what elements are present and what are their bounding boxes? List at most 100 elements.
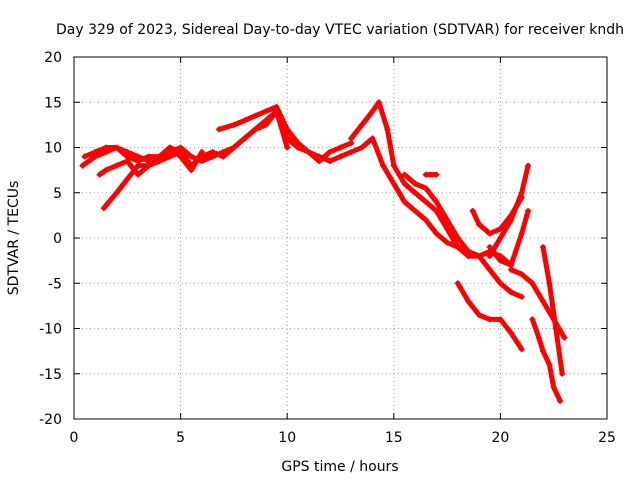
data-point [540, 244, 546, 251]
y-tick-label: -20 [39, 412, 62, 428]
series-track-5 [216, 103, 355, 165]
series [79, 99, 568, 404]
data-point [316, 158, 323, 165]
data-point [348, 135, 355, 142]
data-point [375, 99, 382, 106]
data-point [546, 361, 553, 368]
data-point [444, 225, 451, 232]
series-track-15 [540, 244, 566, 377]
series-track-4 [100, 144, 205, 212]
series-line [101, 145, 205, 211]
data-point [241, 117, 248, 124]
data-point [326, 158, 333, 165]
data-point [444, 216, 451, 223]
data-point [124, 158, 131, 165]
data-point [305, 149, 312, 155]
data-point [525, 162, 532, 169]
y-tick-label: 10 [44, 141, 62, 157]
data-point [262, 121, 269, 128]
data-point [390, 162, 397, 169]
data-point [433, 230, 440, 237]
data-point [469, 207, 476, 214]
data-point [103, 144, 109, 151]
data-point [476, 253, 483, 260]
data-point [135, 162, 141, 169]
data-point [358, 144, 365, 151]
data-point [486, 266, 493, 273]
data-point [241, 135, 248, 142]
data-point [230, 144, 237, 151]
data-point [384, 126, 391, 133]
data-point [525, 207, 532, 214]
series-line [529, 316, 563, 404]
data-point [252, 126, 259, 133]
data-point [81, 153, 88, 160]
data-point [401, 198, 408, 205]
data-point [124, 176, 131, 183]
data-point [454, 244, 461, 251]
data-point [284, 126, 291, 133]
data-point [529, 316, 536, 323]
data-point [390, 180, 397, 187]
data-point [113, 162, 120, 169]
data-point [100, 205, 107, 212]
data-point [422, 216, 429, 223]
y-tick-label: -15 [39, 367, 62, 383]
data-point [103, 167, 109, 174]
y-tick-label: 5 [53, 186, 62, 202]
data-point [465, 298, 472, 305]
data-point [326, 149, 333, 155]
data-point [113, 189, 120, 196]
y-axis-label: SDTVAR / TECUs [6, 181, 22, 296]
y-tick-label: -10 [39, 322, 62, 338]
data-point [454, 280, 461, 287]
data-point [518, 189, 525, 196]
data-point [497, 225, 504, 232]
x-tick-label: 5 [176, 430, 185, 446]
data-point [422, 171, 429, 178]
y-tick-label: 0 [53, 231, 62, 247]
data-point [497, 257, 504, 264]
data-point [216, 126, 222, 133]
data-point [188, 153, 195, 160]
series-track-14 [529, 316, 564, 404]
data-point [422, 198, 429, 205]
data-point [412, 189, 419, 196]
data-point [561, 334, 568, 341]
series-track-12 [454, 280, 525, 353]
data-point [546, 280, 553, 287]
data-point [401, 171, 408, 178]
x-tick-label: 25 [598, 430, 616, 446]
data-point [79, 162, 86, 169]
data-point [422, 185, 429, 192]
data-point [294, 140, 301, 146]
data-point [433, 171, 440, 178]
data-point [156, 158, 163, 165]
data-point [337, 144, 344, 151]
data-point [96, 171, 103, 178]
data-point [380, 162, 387, 169]
grid [74, 57, 607, 419]
data-point [529, 280, 536, 287]
data-point [412, 207, 419, 214]
data-point [508, 266, 515, 273]
data-point [518, 271, 525, 278]
data-point [113, 144, 120, 151]
data-point [497, 280, 504, 287]
series-line [348, 99, 514, 268]
data-point [508, 216, 515, 223]
plot-border [73, 56, 608, 420]
data-point [557, 397, 564, 404]
data-point [518, 230, 525, 237]
x-tick-label: 15 [385, 430, 403, 446]
data-point [177, 153, 184, 160]
data-point [540, 348, 546, 355]
data-point [284, 144, 291, 151]
data-point [166, 144, 173, 151]
data-point [518, 346, 525, 353]
data-point [454, 235, 461, 241]
data-point [220, 153, 227, 160]
data-point [401, 180, 408, 187]
data-point [433, 198, 440, 205]
